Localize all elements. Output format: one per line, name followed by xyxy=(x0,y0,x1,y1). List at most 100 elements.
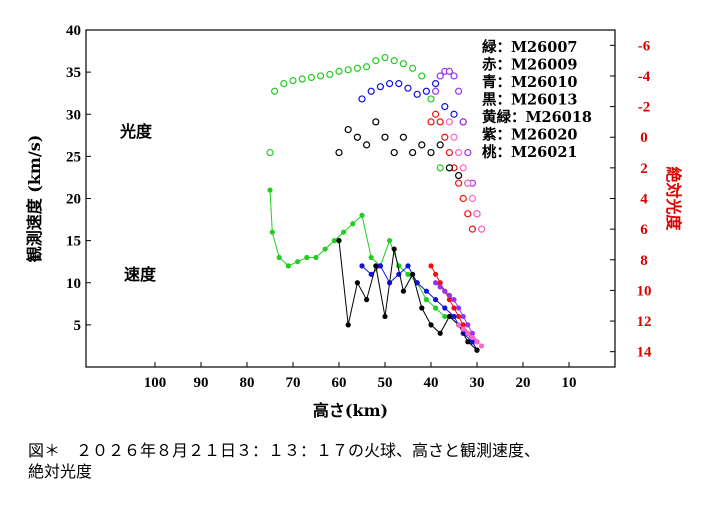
speed-point-M26007 xyxy=(387,238,393,244)
luminosity-point-M26009 xyxy=(464,210,472,218)
luminosity-point-M26007 xyxy=(381,53,389,62)
y-tick-label: 10 xyxy=(66,276,81,292)
luminosity-point-M26007 xyxy=(436,164,444,172)
y2-tick-label: -6 xyxy=(638,38,651,54)
luminosity-point-M26007 xyxy=(298,75,306,83)
luminosity-point-M26020 xyxy=(432,87,440,95)
speed-point-M26013 xyxy=(465,339,471,345)
luminosity-point-M26007 xyxy=(326,70,334,79)
luminosity-point-M26020 xyxy=(464,148,472,157)
speed-point-M26021 xyxy=(479,343,485,349)
luminosity-point-M26010 xyxy=(395,80,403,88)
series-line-M26020 xyxy=(435,282,478,342)
speed-point-M26013 xyxy=(400,288,406,294)
y2-tick-label: 0 xyxy=(640,130,648,146)
luminosity-point-M26013 xyxy=(363,141,371,149)
legend-entry: 赤：M26009 xyxy=(482,56,578,74)
speed-point-M26009 xyxy=(456,313,462,320)
luminosity-point-M26013 xyxy=(353,133,361,141)
speed-point-M26010 xyxy=(423,288,429,294)
speed-point-M26020 xyxy=(433,280,439,286)
speed-point-M26007 xyxy=(313,254,319,261)
y2-tick-label: 2 xyxy=(640,161,648,177)
speed-point-M26007 xyxy=(359,212,365,218)
luminosity-point-M26013 xyxy=(381,133,389,141)
luminosity-point-M26007 xyxy=(427,95,435,103)
luminosity-point-M26021 xyxy=(459,164,467,172)
y-tick-label: 40 xyxy=(66,23,81,39)
speed-point-M26020 xyxy=(465,322,471,328)
speed-point-M26007 xyxy=(304,254,310,261)
speed-point-M26010 xyxy=(469,339,475,345)
luminosity-point-M26010 xyxy=(441,102,449,111)
luminosity-point-M26007 xyxy=(266,148,274,157)
speed-point-M26010 xyxy=(377,263,383,269)
speed-point-M26007 xyxy=(423,297,429,303)
y2-tick-label: -2 xyxy=(638,100,651,116)
luminosity-point-M26009 xyxy=(459,194,467,203)
y2-tick-label: 10 xyxy=(637,283,652,299)
luminosity-point-M26007 xyxy=(363,63,371,71)
luminosity-point-M26007 xyxy=(418,72,426,80)
luminosity-point-M26007 xyxy=(280,80,288,88)
speed-point-M26013 xyxy=(336,238,342,244)
speed-point-M26009 xyxy=(460,322,466,328)
luminosity-point-M26009 xyxy=(432,110,440,118)
velocity-annotation: 速度 xyxy=(124,265,157,284)
x-tick-label: 10 xyxy=(562,375,577,391)
x-tick-label: 50 xyxy=(378,375,393,391)
speed-point-M26007 xyxy=(341,229,347,235)
luminosity-annotation: 光度 xyxy=(119,122,153,141)
luminosity-point-M26010 xyxy=(367,87,375,95)
luminosity-point-M26020 xyxy=(436,72,444,80)
luminosity-point-M26013 xyxy=(436,141,444,149)
x-tick-label: 70 xyxy=(286,375,301,391)
luminosity-point-M26010 xyxy=(404,84,412,92)
speed-point-M26013 xyxy=(474,347,480,353)
luminosity-point-M26010 xyxy=(450,110,458,118)
luminosity-point-M26020 xyxy=(450,72,458,80)
y-tick-label: 15 xyxy=(66,234,81,250)
luminosity-point-M26013 xyxy=(344,125,352,134)
y2-tick-label: 4 xyxy=(640,192,648,208)
speed-point-M26007 xyxy=(276,254,282,261)
speed-point-M26010 xyxy=(368,271,374,277)
x-tick-label: 80 xyxy=(240,375,255,391)
series-line-M26013 xyxy=(338,240,478,351)
speed-point-M26020 xyxy=(456,305,462,311)
speed-point-M26013 xyxy=(410,271,416,277)
luminosity-point-M26021 xyxy=(468,194,476,203)
speed-point-M26009 xyxy=(446,297,452,303)
luminosity-point-M26007 xyxy=(344,66,352,74)
speed-point-M26013 xyxy=(364,297,370,303)
speed-point-M26013 xyxy=(345,322,351,328)
luminosity-point-M26021 xyxy=(455,148,463,157)
luminosity-point-M26010 xyxy=(422,87,430,95)
luminosity-point-M26010 xyxy=(358,95,366,103)
y-tick-label: 35 xyxy=(66,65,81,81)
y-tick-label: 5 xyxy=(74,318,82,334)
luminosity-point-M26010 xyxy=(413,90,421,98)
luminosity-point-M26007 xyxy=(399,60,407,68)
speed-point-M26010 xyxy=(451,313,457,320)
speed-point-M26020 xyxy=(437,284,443,290)
x-tick-label: 60 xyxy=(332,375,347,391)
speed-point-M26007 xyxy=(331,238,337,244)
speed-point-M26021 xyxy=(469,334,475,341)
luminosity-point-M26020 xyxy=(459,118,467,126)
speed-point-M26013 xyxy=(428,322,434,328)
luminosity-point-M26009 xyxy=(455,179,463,187)
speed-point-M26007 xyxy=(433,305,439,311)
speed-point-M26007 xyxy=(269,229,275,235)
luminosity-point-M26010 xyxy=(432,80,440,88)
y2-tick-label: 6 xyxy=(640,222,648,238)
luminosity-point-M26009 xyxy=(468,225,476,233)
luminosity-point-M26007 xyxy=(390,57,398,65)
speed-point-M26009 xyxy=(428,263,434,269)
speed-point-M26020 xyxy=(469,330,475,336)
luminosity-point-M26007 xyxy=(409,64,417,72)
speed-point-M26007 xyxy=(442,313,448,320)
luminosity-point-M26013 xyxy=(409,148,417,157)
speed-point-M26020 xyxy=(442,288,448,294)
speed-point-M26013 xyxy=(437,330,443,336)
